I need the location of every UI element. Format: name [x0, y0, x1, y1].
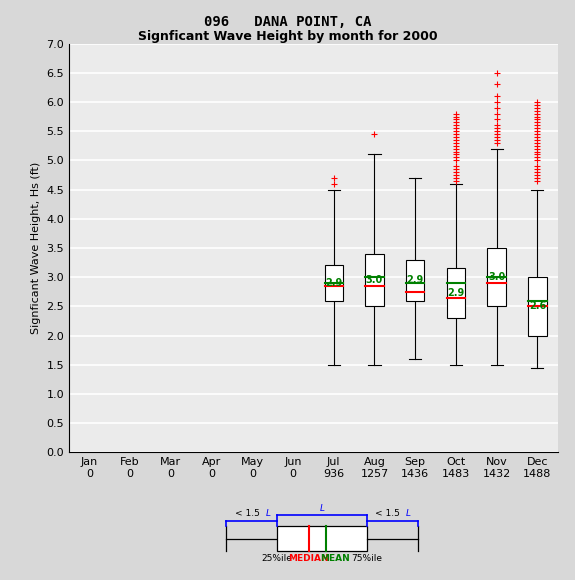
Text: MEAN: MEAN	[321, 554, 350, 563]
Text: 2.9: 2.9	[325, 278, 342, 288]
Text: 2.9: 2.9	[447, 288, 465, 298]
Bar	[365, 254, 384, 306]
Text: 096   DANA POINT, CA: 096 DANA POINT, CA	[204, 14, 371, 28]
Text: L: L	[320, 504, 324, 513]
Bar	[324, 266, 343, 300]
Text: < 1.5: < 1.5	[375, 509, 403, 519]
Text: 3.0: 3.0	[488, 272, 505, 282]
Text: MEDIAN: MEDIAN	[288, 554, 329, 563]
Bar	[406, 260, 424, 300]
Bar	[447, 269, 465, 318]
Text: 25%ile: 25%ile	[262, 554, 293, 563]
Bar	[277, 527, 367, 551]
Bar	[528, 277, 547, 336]
Text: 2.6: 2.6	[529, 302, 546, 311]
Text: 2.9: 2.9	[407, 275, 424, 285]
Text: Signficant Wave Height by month for 2000: Signficant Wave Height by month for 2000	[137, 30, 438, 43]
Text: < 1.5: < 1.5	[235, 509, 263, 519]
Text: 3.0: 3.0	[366, 275, 383, 285]
Text: L: L	[406, 509, 411, 519]
Text: L: L	[266, 509, 271, 519]
Y-axis label: Signficant Wave Height, Hs (ft): Signficant Wave Height, Hs (ft)	[31, 162, 41, 334]
Text: 75%ile: 75%ile	[351, 554, 382, 563]
Bar	[488, 248, 506, 306]
